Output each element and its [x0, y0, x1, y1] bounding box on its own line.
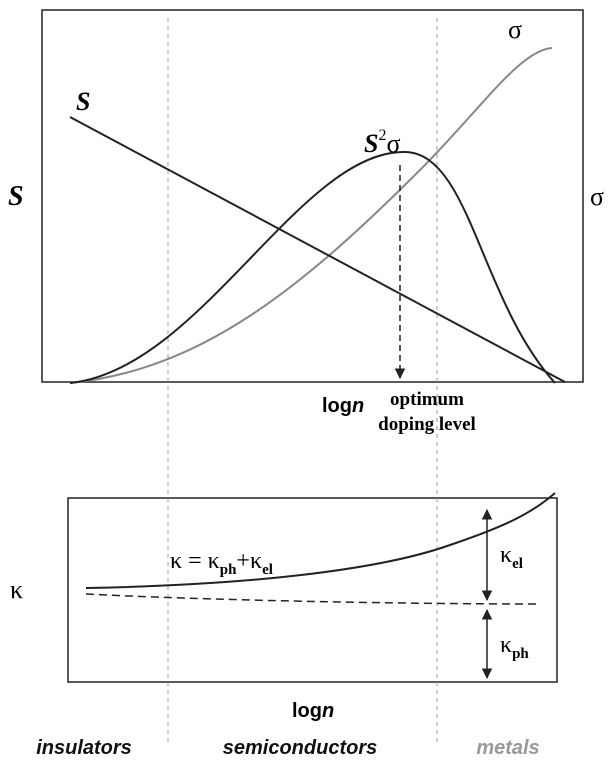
region-label: insulators — [36, 737, 132, 759]
equation: κ = κph+κel — [170, 548, 273, 578]
y-label: σ — [590, 182, 604, 211]
kappa-ph-line — [85, 593, 541, 605]
label-part: κ — [500, 542, 512, 568]
y-label: κ — [10, 575, 23, 604]
sigma-curve — [69, 47, 553, 384]
kappa-curve — [85, 492, 556, 589]
region-label: semiconductors — [223, 737, 377, 759]
region-label: metals — [476, 737, 539, 759]
label-part: n — [322, 700, 334, 722]
label-part: κ = κ — [170, 548, 220, 574]
s-curve — [69, 116, 566, 383]
label-part: 2 — [378, 127, 386, 144]
curve-label: S2σ — [364, 127, 400, 158]
label-part: el — [262, 562, 273, 578]
label-part: log — [292, 700, 322, 722]
curve-label: S — [76, 87, 90, 116]
kappa-el-label: κel — [500, 542, 523, 572]
curve-label: σ — [508, 15, 522, 44]
label-part: n — [352, 395, 364, 417]
label-part: σ — [386, 129, 400, 158]
label-part: ph — [512, 646, 529, 662]
x-label: logn — [322, 395, 364, 417]
label-part: S — [364, 129, 378, 158]
x-label: logn — [292, 700, 334, 722]
kappa-ph-label: κph — [500, 632, 529, 662]
annotation: doping level — [378, 414, 476, 435]
y-label: S — [8, 181, 24, 212]
label-part: log — [322, 395, 352, 417]
label-part: ph — [220, 562, 237, 578]
bottom-frame — [67, 497, 558, 683]
top-frame — [41, 9, 584, 383]
label-part: +κ — [236, 548, 262, 574]
annotation: optimum — [390, 389, 464, 410]
label-part: κ — [500, 632, 512, 658]
s2sigma-curve — [69, 150, 556, 384]
label-part: el — [512, 556, 523, 572]
